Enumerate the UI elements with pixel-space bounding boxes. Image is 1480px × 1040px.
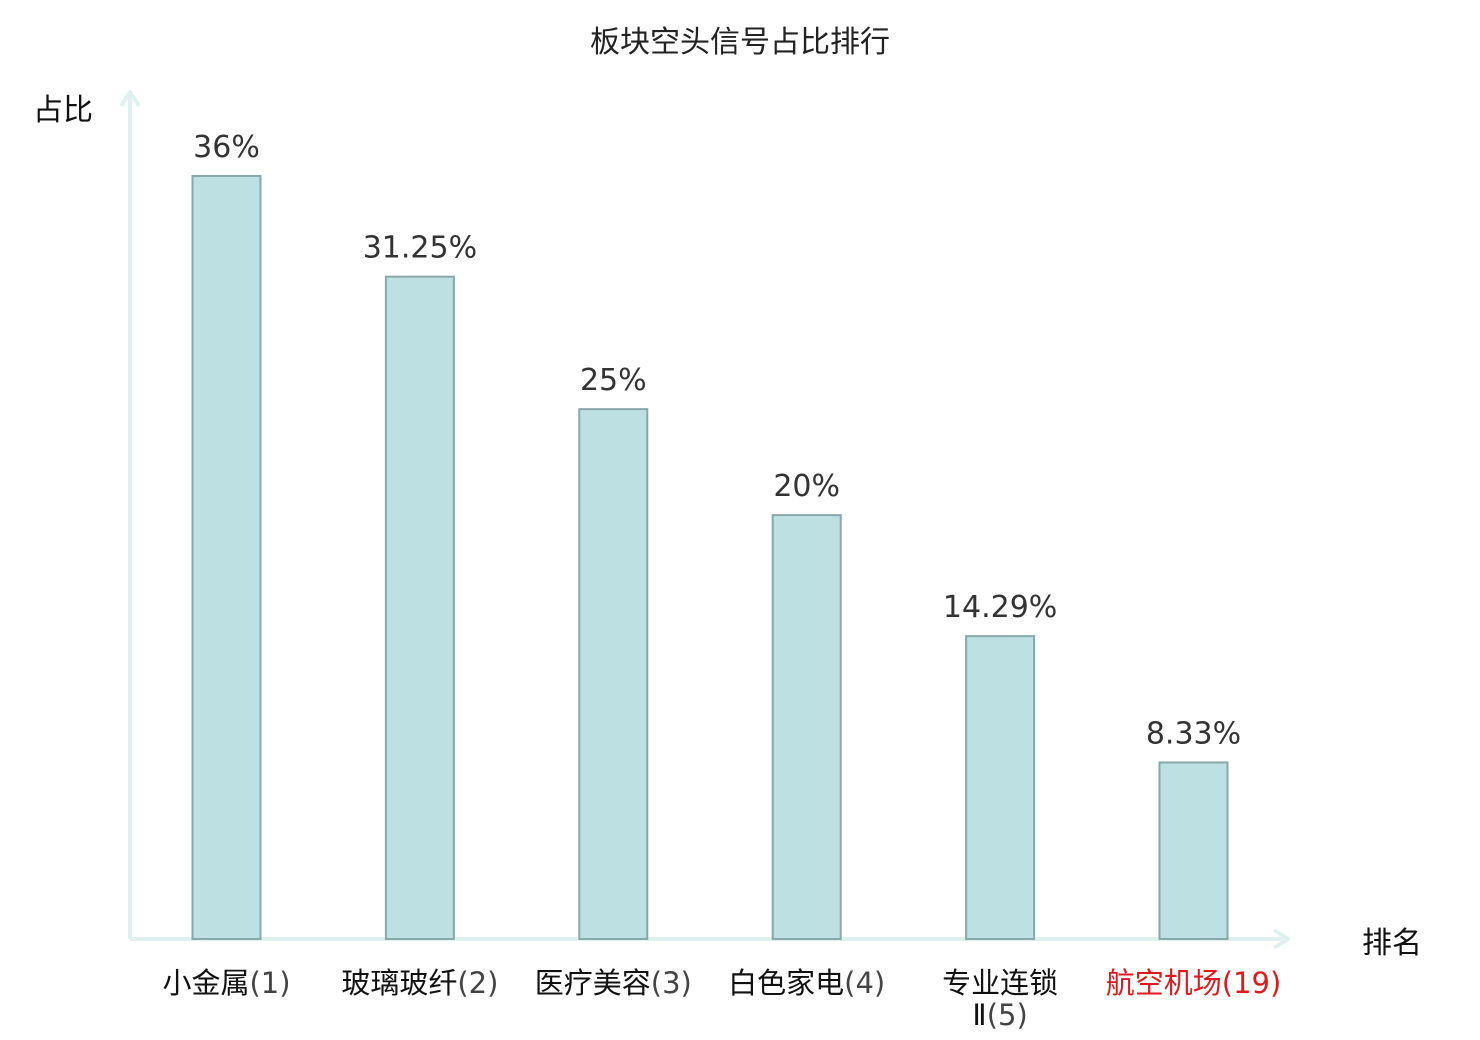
value-label-5: 14.29% xyxy=(943,590,1057,625)
bar-4 xyxy=(771,514,842,940)
value-label-2: 31.25% xyxy=(363,231,477,266)
category-rank: (4) xyxy=(844,966,885,1000)
bar-1 xyxy=(191,175,262,940)
category-label-5: 专业连锁 xyxy=(942,966,1058,1000)
category-name: 白色家电 xyxy=(728,966,844,1000)
category-name: 小金属 xyxy=(162,966,249,1000)
value-labels-group: 36% 31.25% 25% 20% 14.29% 8.33% xyxy=(193,130,1241,751)
x-axis-label: 排名 xyxy=(1362,926,1422,961)
bar-5 xyxy=(965,635,1036,941)
category-label-6: 航空机场(19) xyxy=(1106,966,1282,1000)
category-label-5-line2: Ⅱ(5) xyxy=(972,998,1027,1032)
category-rank: (1) xyxy=(249,966,290,1000)
category-labels-group: 小金属(1) 玻璃玻纤(2) 医疗美容(3) 白色家电(4) 专业连锁Ⅱ(5)航空机场(… xyxy=(162,966,1281,1032)
chart-title: 板块空头信号占比排行 xyxy=(590,25,890,60)
category-label-3: 医疗美容(3) xyxy=(535,966,692,1000)
bar-6 xyxy=(1158,761,1229,940)
value-label-1: 36% xyxy=(193,130,260,165)
value-label-3: 25% xyxy=(580,363,647,398)
category-name: 医疗美容 xyxy=(535,966,651,1000)
bar-2 xyxy=(384,275,455,941)
bar-3 xyxy=(578,408,649,940)
category-label-1: 小金属(1) xyxy=(162,966,290,1000)
category-rank: (5) xyxy=(987,998,1028,1032)
category-label-4: 白色家电(4) xyxy=(728,966,885,1000)
category-rank: (19) xyxy=(1222,966,1282,1000)
x-axis-arrow xyxy=(1272,928,1290,950)
category-rank: (3) xyxy=(651,966,692,1000)
category-name: 专业连锁 xyxy=(942,966,1058,1000)
value-label-4: 20% xyxy=(773,469,840,504)
value-label-6: 8.33% xyxy=(1146,716,1241,751)
axes xyxy=(119,90,1290,950)
y-axis-arrow xyxy=(119,90,141,108)
category-name-line2: Ⅱ xyxy=(972,998,986,1032)
category-name: 玻璃玻纤 xyxy=(341,966,457,1000)
category-name: 航空机场 xyxy=(1106,966,1222,1000)
bars-group xyxy=(191,175,1229,941)
category-rank: (2) xyxy=(457,966,498,1000)
y-axis-label: 占比 xyxy=(33,93,93,128)
category-label-2: 玻璃玻纤(2) xyxy=(341,966,498,1000)
